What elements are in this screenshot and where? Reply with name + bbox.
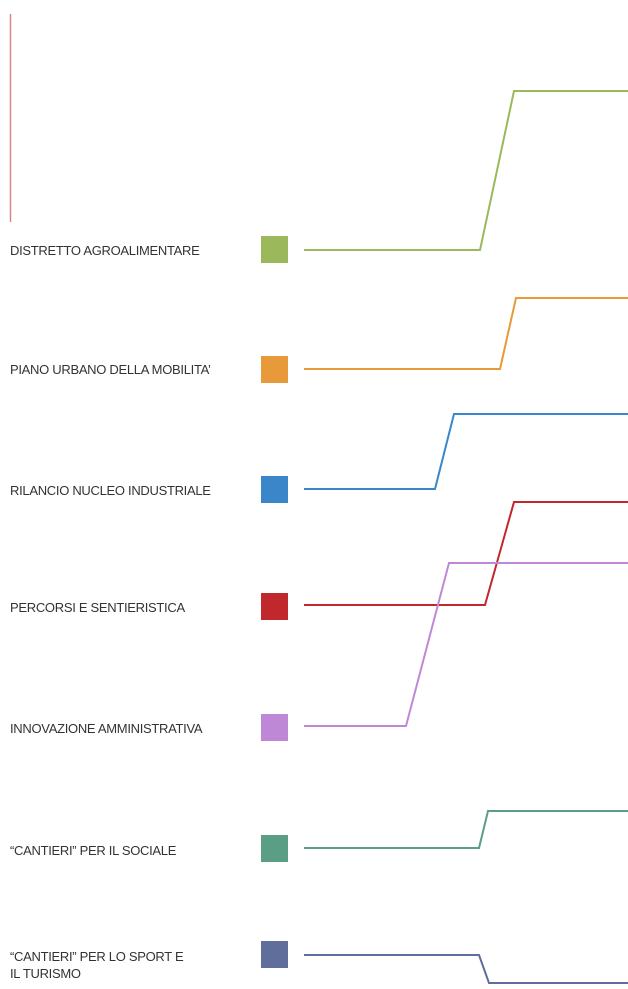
legend-swatch-innovazione: [261, 714, 288, 741]
legend-label-percorsi: PERCORSI E SENTIERISTICA: [10, 600, 185, 615]
legend-swatch-piano: [261, 356, 288, 383]
legend-label-cantieri-sport: “CANTIERI” PER LO SPORT E IL TURISMO: [10, 948, 184, 982]
connector-line-cantieri-sociale: [304, 810, 628, 849]
legend-label-cantieri-sport-line2: IL TURISMO: [10, 966, 81, 981]
legend-swatch-percorsi: [261, 593, 288, 620]
connector-line-innovazione: [304, 562, 628, 727]
legend-swatch-cantieri-sport: [261, 941, 288, 968]
legend-label-rilancio: RILANCIO NUCLEO INDUSTRIALE: [10, 483, 211, 498]
connector-line-percorsi: [304, 501, 628, 606]
connector-line-rilancio: [304, 413, 628, 490]
legend-label-innovazione: INNOVAZIONE AMMINISTRATIVA: [10, 721, 203, 736]
legend-swatch-cantieri-sociale: [261, 835, 288, 862]
connector-line-distretto: [304, 90, 628, 251]
legend-label-distretto: DISTRETTO AGROALIMENTARE: [10, 243, 200, 258]
connector-line-piano: [304, 297, 628, 370]
legend-swatch-distretto: [261, 236, 288, 263]
legend-label-cantieri-sport-line1: “CANTIERI” PER LO SPORT E: [10, 949, 184, 964]
legend-swatch-rilancio: [261, 476, 288, 503]
connector-line-cantieri-sport: [304, 954, 628, 984]
legend-label-piano: PIANO URBANO DELLA MOBILITA’: [10, 362, 211, 377]
legend-label-cantieri-sociale: “CANTIERI” PER IL SOCIALE: [10, 843, 177, 858]
